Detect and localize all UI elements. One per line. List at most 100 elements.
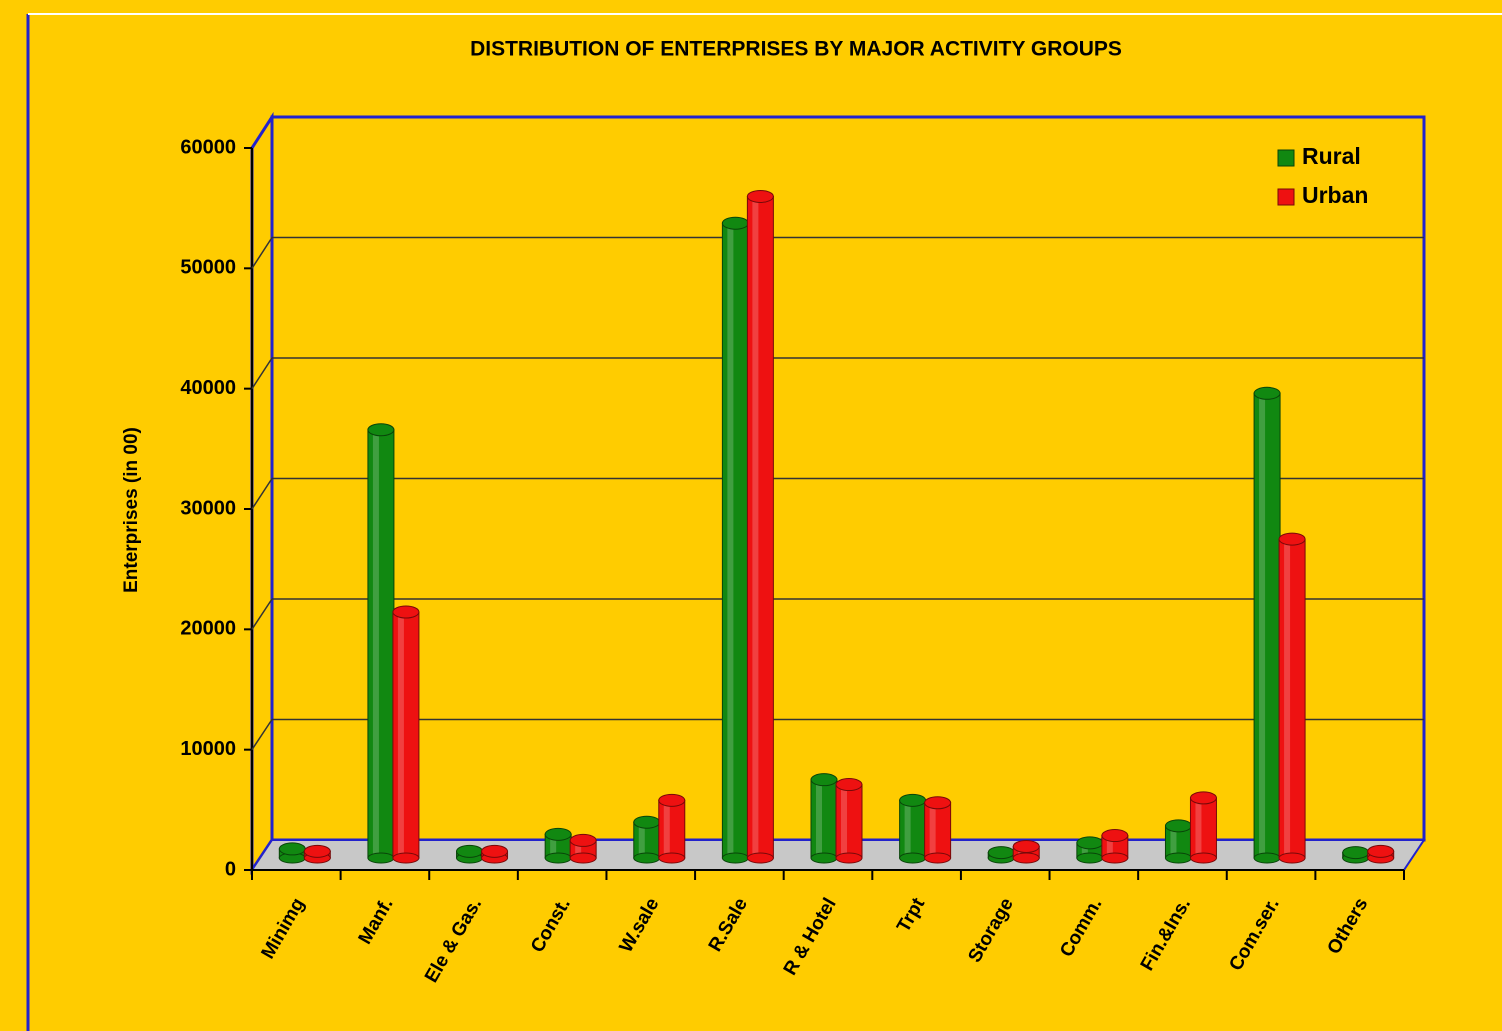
bar-cap xyxy=(367,423,395,437)
bar-body xyxy=(1278,538,1306,859)
bar-highlight xyxy=(727,223,734,858)
bar xyxy=(569,833,597,864)
bar xyxy=(1189,791,1217,864)
bar xyxy=(746,189,774,864)
y-tick-label: 60000 xyxy=(180,136,236,158)
bar-highlight xyxy=(1284,539,1291,858)
bar xyxy=(658,793,686,864)
y-tick-label: 50000 xyxy=(180,257,236,279)
bar-body xyxy=(721,222,749,859)
bar xyxy=(987,846,1015,864)
bar xyxy=(544,827,572,864)
bar xyxy=(924,796,952,864)
bar-cap xyxy=(924,796,952,810)
bar-cap xyxy=(1012,839,1040,853)
bar-highlight xyxy=(752,196,759,859)
bar xyxy=(810,773,838,864)
bar-highlight xyxy=(841,784,847,858)
bar-cap xyxy=(392,605,420,619)
grid-line xyxy=(251,719,273,751)
bar-highlight xyxy=(1106,835,1113,858)
bar-base xyxy=(658,852,686,864)
bar-highlight xyxy=(929,802,936,858)
bar xyxy=(278,842,306,864)
bar-cap xyxy=(1253,386,1281,400)
bar-cap xyxy=(1278,532,1306,546)
bar-cap xyxy=(1164,819,1192,833)
bar-cap xyxy=(1189,791,1217,805)
bar-body xyxy=(367,429,395,859)
bar-base xyxy=(899,852,927,864)
legend-label: Rural xyxy=(1302,143,1361,169)
bar-cap xyxy=(1076,836,1104,850)
bar xyxy=(456,844,484,864)
bar-base xyxy=(1076,852,1104,864)
bar-base xyxy=(1164,852,1192,864)
bar-highlight xyxy=(816,779,822,858)
bar-cap xyxy=(835,778,863,792)
bar-cap xyxy=(633,815,661,829)
bar-base xyxy=(835,852,863,864)
bar-base xyxy=(633,852,661,864)
bar-cap xyxy=(278,842,306,856)
bar xyxy=(1076,836,1104,864)
legend-swatch xyxy=(1277,188,1295,206)
bar-highlight xyxy=(1081,842,1088,858)
bar-base xyxy=(569,852,597,864)
bar-body xyxy=(1189,797,1217,859)
bar xyxy=(721,216,749,864)
bar xyxy=(1101,829,1129,864)
bar-cap xyxy=(1101,829,1129,843)
bar xyxy=(1278,532,1306,864)
bar-cap xyxy=(1342,846,1370,860)
y-axis-label: Enterprises (in 00) xyxy=(121,427,142,593)
bar-highlight xyxy=(1195,797,1202,858)
bar-cap xyxy=(1367,844,1395,858)
bar-body xyxy=(899,799,927,859)
legend-swatch xyxy=(1277,149,1295,167)
y-tick-label: 20000 xyxy=(180,618,236,640)
bar-base xyxy=(1253,852,1281,864)
bar xyxy=(367,423,395,864)
y-tick-label: 10000 xyxy=(180,738,236,760)
bar-body xyxy=(746,195,774,859)
bar-cap xyxy=(721,216,749,230)
bar-cap xyxy=(569,833,597,847)
bar-body xyxy=(835,784,863,859)
bar-base xyxy=(810,852,838,864)
bar-body xyxy=(1253,392,1281,859)
grid-line xyxy=(251,598,273,630)
bar-body xyxy=(924,802,952,859)
bar-highlight xyxy=(397,612,404,858)
bar-cap xyxy=(658,793,686,807)
bar xyxy=(1367,844,1395,864)
bar-highlight xyxy=(663,800,670,858)
bar xyxy=(633,815,661,864)
bar-base xyxy=(721,852,749,864)
bar-highlight xyxy=(575,840,582,858)
bar-cap xyxy=(481,844,509,858)
bar-base xyxy=(746,852,774,864)
bar xyxy=(1253,386,1281,864)
bar xyxy=(835,778,863,864)
bar-base xyxy=(392,852,420,864)
bar-highlight xyxy=(638,822,645,858)
bar-cap xyxy=(456,844,484,858)
bar-base xyxy=(924,852,952,864)
bar-cap xyxy=(899,793,927,807)
y-tick-label: 0 xyxy=(225,858,236,880)
bar-body xyxy=(810,779,838,859)
legend-label: Urban xyxy=(1302,182,1368,208)
bar-base xyxy=(367,852,395,864)
bar-body xyxy=(392,611,420,859)
bar xyxy=(1012,839,1040,864)
bar xyxy=(481,844,509,864)
bar-base xyxy=(544,852,572,864)
chart-title: DISTRIBUTION OF ENTERPRISES BY MAJOR ACT… xyxy=(470,38,1122,61)
bar-base xyxy=(1012,852,1040,864)
bar xyxy=(899,793,927,864)
bar-base xyxy=(1189,852,1217,864)
bar-body xyxy=(658,799,686,859)
bar-highlight xyxy=(550,834,557,858)
